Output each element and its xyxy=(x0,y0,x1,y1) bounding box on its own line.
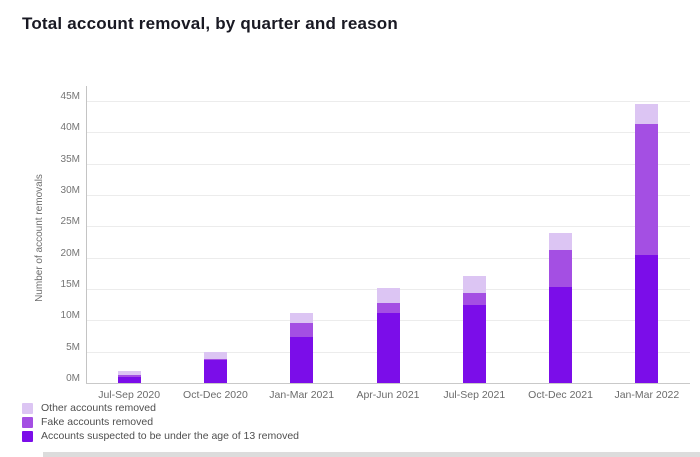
bar-segment[interactable] xyxy=(203,358,227,361)
gridline-40M xyxy=(86,132,690,134)
x-tick-label: Jul-Sep 2020 xyxy=(98,389,161,401)
bar-segment[interactable] xyxy=(376,288,400,303)
gridline-25M xyxy=(86,226,690,228)
y-tick-label: 45M xyxy=(60,91,80,102)
y-tick-label: 15M xyxy=(60,279,80,290)
legend-item: Accounts suspected to be under the age o… xyxy=(22,429,299,443)
gridline-45M xyxy=(86,101,690,102)
y-tick-label: 35M xyxy=(60,153,80,165)
bar-segment[interactable] xyxy=(203,352,227,359)
bar-segment[interactable] xyxy=(462,305,486,383)
gridline-20M xyxy=(86,257,690,259)
x-tick-label: Apr-Jun 2021 xyxy=(356,389,420,401)
legend: Other accounts removed Fake accounts remo… xyxy=(22,401,299,443)
legend-label: Other accounts removed xyxy=(41,402,156,414)
y-tick-label: 25M xyxy=(60,216,80,228)
chart-title: Total account removal, by quarter and re… xyxy=(22,14,398,33)
bar-segment[interactable] xyxy=(549,287,573,383)
bar-segment[interactable] xyxy=(376,302,400,313)
legend-item: Other accounts removed xyxy=(22,401,299,415)
legend-label: Fake accounts removed xyxy=(41,416,154,428)
bar-segment[interactable] xyxy=(203,360,227,383)
y-tick-label: 20M xyxy=(60,247,80,259)
bar-segment[interactable] xyxy=(549,249,573,288)
bar-segment[interactable] xyxy=(117,377,141,383)
bar-segment[interactable] xyxy=(376,312,400,383)
y-tick-label: 5M xyxy=(66,341,80,353)
legend-item: Fake accounts removed xyxy=(22,415,299,429)
bar-segment[interactable] xyxy=(462,276,486,294)
horizontal-scrollbar[interactable] xyxy=(43,452,700,457)
bar-segment[interactable] xyxy=(635,104,659,124)
bar-segment[interactable] xyxy=(462,293,486,306)
legend-swatch-icon xyxy=(22,430,33,442)
gridline-35M xyxy=(86,163,690,165)
gridline-30M xyxy=(86,195,690,196)
legend-swatch-icon xyxy=(22,416,33,428)
legend-label: Accounts suspected to be under the age o… xyxy=(41,430,300,442)
x-tick-label: Jul-Sep 2021 xyxy=(443,389,506,401)
x-tick-label: Jan-Mar 2022 xyxy=(614,389,680,401)
legend-swatch-icon xyxy=(22,402,33,414)
y-tick-label: 0M xyxy=(66,373,80,384)
bar-segment[interactable] xyxy=(117,375,141,378)
bar-segment[interactable] xyxy=(290,312,314,323)
bar-segment[interactable] xyxy=(549,232,573,250)
bar-segment[interactable] xyxy=(290,337,314,383)
bar-segment[interactable] xyxy=(635,255,659,383)
gridline-0M xyxy=(86,383,690,384)
x-tick-label: Oct-Dec 2020 xyxy=(183,389,248,401)
y-axis-title: Number of account removals xyxy=(34,174,45,302)
plot-area: 0M 5M 10M 15M 20M 25M 30M 35M 40M 45M Jul-Sep 2020… xyxy=(61,86,690,401)
y-axis-line xyxy=(86,86,87,383)
bar-segment[interactable] xyxy=(635,123,659,256)
y-tick-label: 40M xyxy=(60,122,80,134)
bar-segment[interactable] xyxy=(290,322,314,338)
y-tick-label: 10M xyxy=(60,310,80,322)
y-tick-label: 30M xyxy=(60,185,80,196)
x-tick-label: Oct-Dec 2021 xyxy=(528,389,593,401)
bar-segment[interactable] xyxy=(117,371,141,376)
x-tick-label: Jan-Mar 2021 xyxy=(269,389,335,401)
